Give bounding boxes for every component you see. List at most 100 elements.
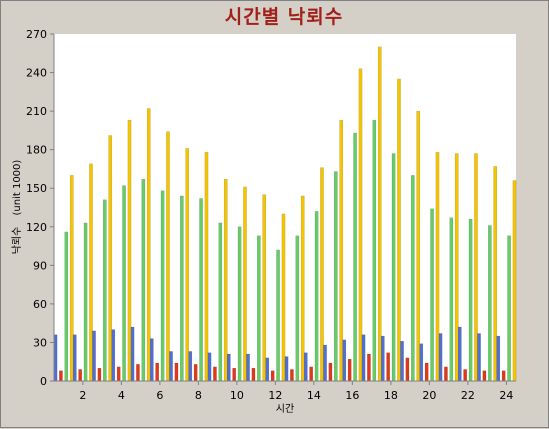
y-tick-label: 180 [26,144,47,157]
bar-series4-hour-6 [166,131,170,382]
y-tick-label: 240 [26,67,47,80]
bar-series2-hour-24 [501,370,506,382]
bar-series4-hour-5 [146,108,151,382]
bar-series2-hour-16 [347,358,352,382]
x-tick-label: 8 [195,389,202,402]
x-axis-ticks: 2 4 6 8 10 12 14 16 18 20 22 24 [79,381,513,402]
y-axis-ticks: 0 30 60 90 120 150 180 210 240 270 [26,28,54,388]
bar-series4-hour-16 [358,68,363,382]
y-tick-label: 60 [33,298,47,311]
bar-series4-hour-22 [474,153,478,382]
bar-series2-hour-7 [174,362,179,382]
bar-series2-hour-2 [78,369,82,382]
bar-series2-hour-18 [386,352,390,382]
bar-series3-hour-23 [488,225,492,382]
bar-series1-hour-21 [438,333,443,382]
bar-series1-hour-2 [72,334,77,382]
bar-series2-hour-20 [424,362,429,382]
bar-series4-hour-12 [281,213,286,382]
bar-series4-hour-8 [204,152,209,382]
y-tick-label: 120 [26,221,47,234]
y-tick-label: 30 [33,336,47,349]
x-axis-title: 시간 [276,403,294,415]
bar-series4-hour-23 [493,166,498,382]
bar-series2-hour-10 [232,367,236,382]
bar-series1-hour-15 [323,344,327,382]
bar-series3-hour-16 [353,132,357,382]
x-tick-label: 24 [499,389,513,402]
bar-series2-hour-21 [444,366,448,382]
bar-series4-hour-3 [108,135,113,382]
bar-series1-hour-5 [130,326,135,382]
y-tick-label: 210 [26,105,47,118]
bar-series1-hour-20 [419,343,424,382]
y-tick-label: 270 [26,28,47,41]
bar-series2-hour-4 [116,366,121,382]
bar-series2-hour-14 [309,366,313,382]
bar-series3-hour-11 [257,235,261,382]
bar-series3-hour-21 [449,217,454,382]
bar-series1-hour-13 [284,356,289,382]
bar-series3-hour-20 [430,208,434,382]
bar-series2-hour-11 [251,367,256,382]
bar-series1-hour-7 [169,351,173,382]
x-tick-label: 20 [422,389,436,402]
x-tick-label: 18 [384,389,398,402]
bar-series3-hour-24 [507,235,511,382]
bar-series4-hour-18 [397,78,401,382]
bar-series4-hour-9 [223,179,228,382]
y-tick-label: 0 [40,375,47,388]
x-tick-label: 2 [79,389,86,402]
bar-series2-hour-15 [328,362,333,382]
bar-series4-hour-4 [127,119,132,382]
bar-series1-hour-11 [246,353,250,382]
bar-series2-hour-22 [463,369,467,382]
bar-series3-hour-9 [218,222,223,382]
y-tick-label: 90 [33,259,47,272]
bar-series2-hour-6 [155,362,159,382]
x-tick-label: 12 [268,389,282,402]
bar-series4-hour-1 [69,175,74,382]
bar-series1-hour-4 [111,329,116,382]
bar-series2-hour-17 [367,353,371,382]
bar-series1-hour-10 [226,353,231,382]
bar-series3-hour-4 [122,185,126,382]
bar-series2-hour-8 [193,364,198,382]
bar-series1-hour-16 [342,339,347,382]
bar-series4-hour-11 [262,194,267,382]
bar-series3-hour-8 [199,198,203,382]
bar-series4-hour-14 [320,167,324,382]
bar-series4-hour-24 [512,180,517,382]
bar-series2-hour-5 [136,364,140,382]
bar-series4-hour-21 [454,153,459,382]
bar-series1-hour-3 [92,330,96,382]
bar-series3-hour-18 [391,153,396,382]
bar-series3-hour-1 [64,231,69,382]
bar-series2-hour-12 [270,370,275,382]
bar-series3-hour-5 [141,179,146,382]
bar-series1-hour-12 [265,357,270,382]
bar-series3-hour-2 [83,222,88,382]
bar-series1-hour-19 [400,340,404,382]
chart-title: 시간별 낙뢰수 [225,6,344,28]
bar-series4-hour-13 [300,195,305,382]
y-axis-label: 낙뢰수 [11,227,23,255]
bar-series1-hour-9 [207,352,212,382]
x-tick-label: 10 [230,389,244,402]
bar-series1-hour-17 [361,334,366,382]
bar-series1-hour-8 [188,351,193,382]
bar-series4-hour-19 [416,110,421,382]
y-axis-unit: (unit 1000) [12,160,23,216]
x-tick-label: 16 [345,389,359,402]
y-tick-label: 150 [26,182,47,195]
bar-series2-hour-19 [405,357,410,382]
bar-series4-hour-2 [89,163,93,382]
bar-series3-hour-13 [295,235,300,382]
bar-series3-hour-6 [160,190,165,382]
bar-series3-hour-17 [372,119,377,382]
bar-series2-hour-3 [97,367,102,382]
bar-series1-hour-24 [496,335,501,382]
bar-series3-hour-7 [180,195,184,382]
bar-series2-hour-23 [482,370,487,382]
bar-series3-hour-19 [411,175,415,382]
